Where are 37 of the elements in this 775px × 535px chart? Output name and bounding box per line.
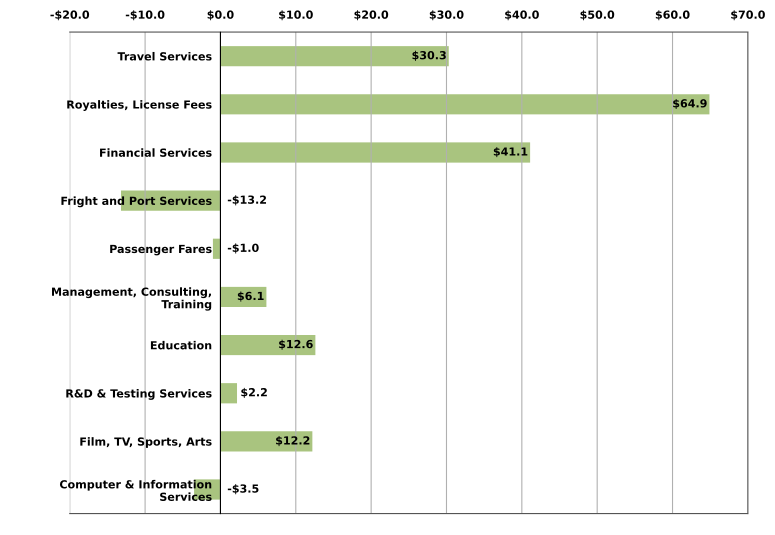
y-tick-label: Film, TV, Sports, Arts bbox=[80, 437, 212, 448]
y-tick-label: Passenger Fares bbox=[110, 244, 212, 256]
y-tick-label: Education bbox=[150, 340, 212, 350]
x-tick-label: $70.0 bbox=[731, 10, 765, 20]
x-tick-label: $60.0 bbox=[656, 10, 690, 20]
x-tick-label: $0.0 bbox=[208, 10, 234, 20]
data-label: $2.2 bbox=[241, 388, 267, 398]
data-label: $6.1 bbox=[238, 292, 264, 302]
y-tick-label: Financial Services bbox=[100, 148, 212, 157]
bar bbox=[220, 334, 316, 356]
x-tick-label: -$10.0 bbox=[126, 10, 164, 20]
data-label: -$3.5 bbox=[228, 484, 258, 494]
data-label: $30.3 bbox=[412, 50, 446, 61]
bar bbox=[212, 238, 220, 259]
y-tick-label: R&D & Testing Services bbox=[66, 389, 212, 400]
bar bbox=[220, 94, 710, 114]
x-tick-label: $30.0 bbox=[430, 10, 464, 20]
y-tick-label: Computer & Information Services bbox=[60, 480, 212, 501]
data-label: $12.6 bbox=[279, 340, 313, 350]
data-label: $64.9 bbox=[673, 98, 707, 110]
data-label: -$1.0 bbox=[228, 243, 259, 254]
x-tick-label: $40.0 bbox=[505, 10, 539, 20]
bar bbox=[220, 431, 312, 452]
x-tick-label: $50.0 bbox=[580, 10, 614, 20]
x-tick-label: $10.0 bbox=[279, 10, 313, 20]
bar bbox=[220, 46, 449, 66]
data-label: -$13.2 bbox=[228, 195, 266, 206]
y-tick-label: Fright and Port Services bbox=[61, 196, 212, 208]
y-tick-label: Management, Consulting, Training bbox=[52, 287, 212, 311]
data-label: $12.2 bbox=[276, 436, 310, 446]
y-tick-label: Royalties, License Fees bbox=[67, 100, 212, 111]
data-label: $41.1 bbox=[494, 147, 528, 158]
bar bbox=[220, 142, 530, 163]
x-tick-label: $20.0 bbox=[354, 10, 388, 20]
bar bbox=[220, 383, 238, 404]
x-tick-label: -$20.0 bbox=[50, 10, 90, 20]
y-tick-label: Travel Services bbox=[118, 52, 212, 61]
